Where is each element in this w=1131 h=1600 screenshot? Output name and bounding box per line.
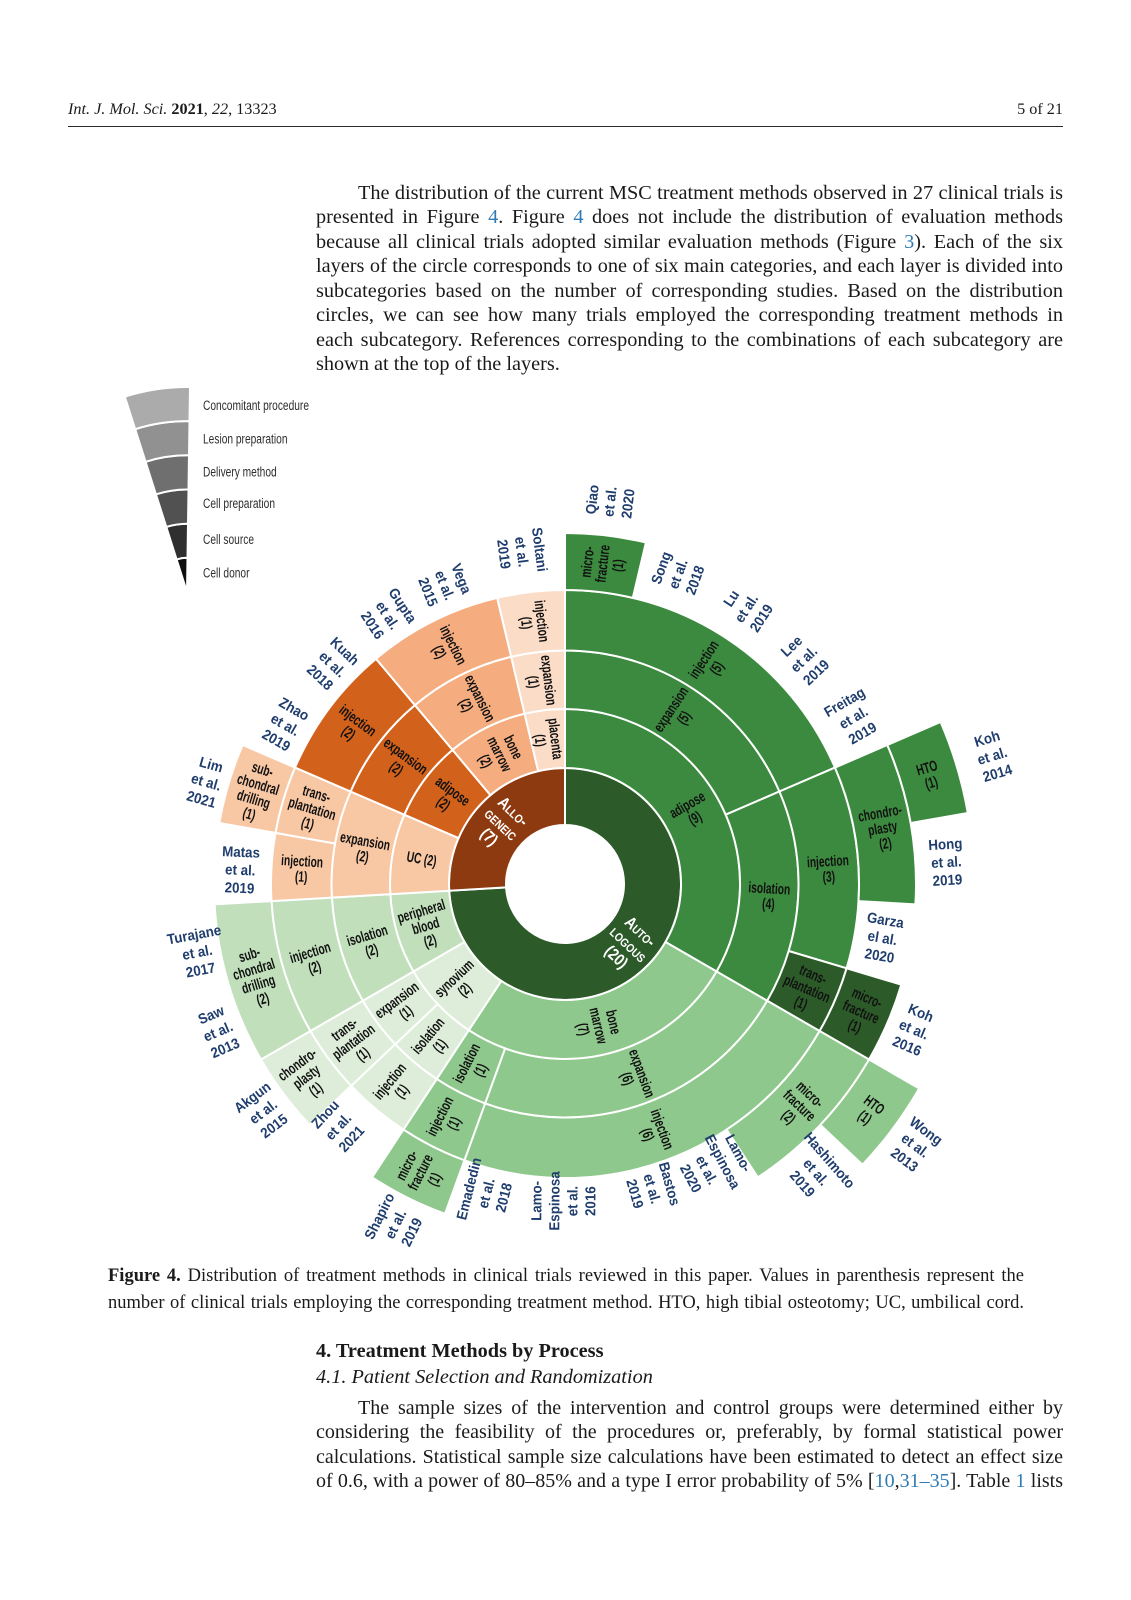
svg-text:(6): (6): [638, 1126, 659, 1144]
svg-text:(2): (2): [878, 834, 893, 853]
svg-text:Garza: Garza: [866, 909, 906, 932]
svg-text:(7): (7): [574, 1021, 594, 1037]
svg-text:(6): (6): [617, 1070, 638, 1088]
svg-text:Concomitant procedure: Concomitant procedure: [203, 398, 309, 413]
svg-text:Lim: Lim: [198, 753, 225, 776]
svg-text:Soltani: Soltani: [529, 526, 551, 572]
svg-text:placenta: placenta: [545, 717, 567, 761]
svg-text:(2): (2): [254, 989, 271, 1009]
svg-text:Lu: Lu: [720, 587, 743, 610]
svg-text:injection: injection: [531, 599, 553, 643]
svg-text:(1): (1): [531, 733, 550, 747]
svg-text:Hong: Hong: [928, 835, 963, 854]
svg-text:2016: 2016: [582, 1186, 599, 1216]
svg-text:UC (2): UC (2): [405, 847, 438, 869]
svg-text:(1): (1): [295, 867, 308, 885]
svg-text:injection: injection: [806, 851, 849, 871]
svg-text:et al.: et al.: [931, 853, 962, 871]
svg-text:Lamo-: Lamo-: [528, 1180, 545, 1220]
svg-text:bone: bone: [602, 1008, 625, 1036]
svg-text:Cell preparation: Cell preparation: [203, 496, 275, 511]
svg-text:et al.: et al.: [512, 536, 532, 568]
svg-text:2019: 2019: [932, 871, 963, 889]
svg-text:micro-: micro-: [577, 545, 598, 578]
svg-text:2018: 2018: [492, 1181, 516, 1214]
svg-text:(4): (4): [762, 895, 775, 913]
svg-text:(2): (2): [422, 930, 439, 950]
svg-text:plasty: plasty: [867, 817, 900, 840]
svg-text:isolation: isolation: [748, 878, 791, 898]
svg-text:et al.: et al.: [564, 1186, 581, 1216]
svg-text:2020: 2020: [618, 488, 638, 520]
svg-text:et al.: et al.: [181, 941, 214, 963]
svg-text:injection: injection: [281, 851, 324, 871]
svg-text:(1): (1): [517, 616, 536, 630]
svg-text:(1): (1): [608, 558, 627, 572]
svg-text:fracture: fracture: [591, 544, 613, 584]
svg-text:Espinosa: Espinosa: [546, 1171, 563, 1231]
svg-text:(1): (1): [241, 804, 258, 824]
svg-text:(2): (2): [363, 940, 380, 960]
svg-text:expansion: expansion: [537, 654, 560, 706]
svg-text:Koh: Koh: [972, 727, 1002, 750]
svg-text:Qiao: Qiao: [582, 484, 602, 515]
svg-text:HTO: HTO: [914, 756, 939, 779]
svg-text:(1): (1): [923, 772, 940, 792]
svg-text:Cell source: Cell source: [203, 532, 254, 547]
svg-text:2017: 2017: [184, 959, 216, 981]
svg-text:Matas: Matas: [222, 843, 261, 861]
svg-text:Delivery method: Delivery method: [203, 465, 277, 480]
svg-text:Cell donor: Cell donor: [203, 565, 250, 580]
svg-text:2020: 2020: [864, 945, 896, 966]
svg-text:(3): (3): [822, 867, 835, 885]
svg-text:sub-: sub-: [236, 943, 262, 966]
svg-text:et al.: et al.: [225, 861, 256, 879]
svg-text:el al.: el al.: [867, 927, 899, 948]
svg-text:(1): (1): [299, 813, 316, 833]
svg-text:et al.: et al.: [474, 1176, 498, 1210]
svg-text:(2): (2): [306, 957, 323, 977]
svg-text:2019: 2019: [494, 538, 514, 570]
svg-text:sub-: sub-: [250, 758, 276, 781]
svg-text:(2): (2): [355, 846, 370, 865]
svg-text:(1): (1): [524, 675, 543, 689]
svg-text:2019: 2019: [224, 879, 255, 897]
svg-text:et al.: et al.: [600, 486, 620, 518]
svg-text:Lesion preparation: Lesion preparation: [203, 432, 288, 447]
